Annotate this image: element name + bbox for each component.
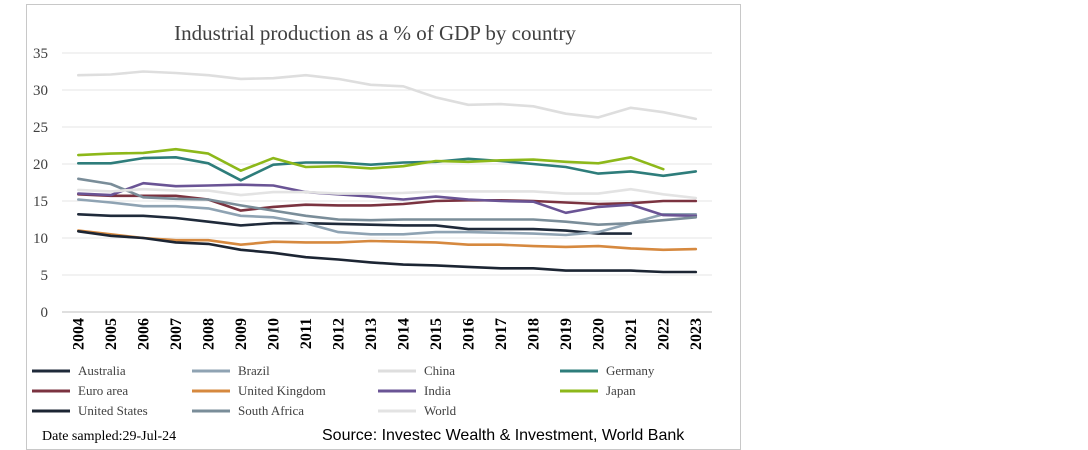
series-lines: [77, 70, 698, 274]
x-tick-label: 2023: [688, 318, 705, 350]
x-tick-label: 2006: [135, 318, 152, 350]
legend-label-germany: Germany: [606, 363, 655, 378]
chart-title: Industrial production as a % of GDP by c…: [174, 21, 576, 45]
series-line-south-africa: [77, 177, 698, 226]
x-tick-label: 2011: [298, 318, 315, 349]
x-tick-label: 2015: [428, 318, 445, 350]
x-tick-label: 2021: [623, 318, 640, 350]
legend-label-japan: Japan: [606, 383, 636, 398]
y-tick-label: 35: [33, 46, 48, 62]
series-line-euro-area: [77, 193, 698, 212]
x-tick-label: 2010: [265, 318, 282, 350]
line-chart: Industrial production as a % of GDP by c…: [32, 21, 712, 418]
legend-label-euro-area: Euro area: [78, 383, 128, 398]
series-line-china: [77, 70, 698, 121]
y-tick-label: 25: [33, 120, 48, 136]
series-line-india: [77, 181, 698, 218]
legend-label-brazil: Brazil: [238, 363, 270, 378]
series-line-germany: [77, 156, 698, 182]
y-tick-label: 30: [33, 83, 48, 99]
series-line-japan: [77, 147, 665, 172]
x-tick-label: 2008: [200, 318, 217, 350]
date-sampled: Date sampled:29-Jul-24: [42, 429, 177, 444]
x-tick-label: 2005: [103, 318, 120, 350]
series-line-brazil: [77, 198, 698, 237]
series-line-united-states: [77, 230, 698, 274]
x-tick-label: 2016: [460, 318, 477, 350]
legend-label-china: China: [424, 363, 455, 378]
legend-label-united-states: United States: [78, 403, 148, 418]
y-tick-label: 15: [33, 194, 48, 210]
x-tick-label: 2017: [493, 318, 510, 350]
y-tick-label: 10: [33, 231, 48, 247]
series-line-world: [77, 187, 698, 200]
series-line-australia: [77, 213, 633, 235]
legend: Australia Brazil China Germany Euro area Unit…: [32, 363, 655, 418]
series-line-united-kingdom: [77, 229, 698, 252]
x-axis-ticks: 2004 2005 2006 2007 2008 2009 2010 2011 2012 2013…: [70, 318, 705, 350]
y-tick-label: 5: [41, 268, 49, 284]
y-axis-ticks: 0 5 10 15 20 25 30 35: [33, 46, 48, 321]
source-note: Source: Investec Wealth & Investment, Wo…: [322, 427, 685, 444]
legend-label-india: India: [424, 383, 451, 398]
y-tick-label: 0: [41, 305, 49, 321]
x-tick-label: 2022: [655, 318, 672, 350]
x-tick-label: 2009: [233, 318, 250, 350]
x-tick-label: 2020: [590, 318, 607, 350]
legend-label-world: World: [424, 403, 457, 418]
legend-label-united-kingdom: United Kingdom: [238, 383, 326, 398]
x-tick-label: 2018: [525, 318, 542, 350]
legend-label-australia: Australia: [78, 363, 126, 378]
y-tick-label: 20: [33, 157, 48, 173]
legend-label-south-africa: South Africa: [238, 403, 304, 418]
x-tick-label: 2007: [168, 318, 185, 350]
gridlines: [62, 52, 712, 313]
x-tick-label: 2014: [395, 318, 412, 350]
x-tick-label: 2019: [558, 318, 575, 350]
x-tick-label: 2013: [363, 318, 380, 350]
x-tick-label: 2012: [330, 318, 347, 350]
x-tick-label: 2004: [70, 318, 87, 350]
